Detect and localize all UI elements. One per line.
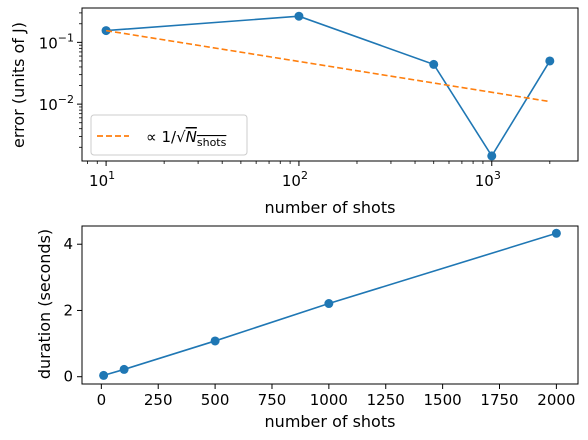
- data-point-t0-1: [294, 11, 304, 21]
- legend: ∝ 1/√Nshots: [90, 114, 248, 156]
- duration-chart-frame: [81, 225, 579, 385]
- duration-chart-x-ticks: 0 250 500 750 1000 1250 1500 1750 2000: [97, 384, 575, 409]
- x-tick-label-0: 0: [97, 391, 107, 409]
- x-tick-label-6: 1500: [424, 391, 462, 409]
- data-point-b0-0: [99, 370, 109, 380]
- data-point-b0-2: [210, 336, 220, 346]
- x-tick-label-0: 101: [89, 169, 115, 190]
- data-point-t0-4: [545, 56, 555, 66]
- legend-label-sub: shots: [197, 136, 227, 149]
- duration-chart-y-label: duration (seconds): [35, 229, 54, 379]
- data-point-b0-3: [324, 299, 334, 309]
- duration-chart-y-ticks: 0 2 4: [63, 235, 82, 386]
- error-chart-marks: [101, 11, 555, 161]
- x-tick-label-4: 1000: [310, 391, 348, 409]
- x-tick-label-2: 103: [475, 169, 501, 190]
- duration-chart: 0 250 500 750 1000 1250 1500 1750 2000 0 2 4 numbe…: [35, 225, 579, 431]
- error-chart: 101 102 103 10−1 10−2 number of shots error…: [9, 7, 579, 217]
- data-point-b0-4: [551, 228, 561, 238]
- data-point-b0-1: [119, 364, 129, 374]
- error-chart-y-ticks: 10−1 10−2: [39, 12, 82, 148]
- y-tick-label-1: 10−2: [39, 93, 74, 114]
- legend-box: [90, 114, 248, 156]
- duration-chart-marks: [99, 228, 561, 380]
- error-chart-x-ticks: 101 102 103: [87, 161, 551, 190]
- legend-label-var: N: [186, 128, 197, 146]
- x-tick-label-7: 1750: [480, 391, 518, 409]
- data-point-t0-3: [487, 151, 497, 161]
- y-tick-label-0: 0: [63, 368, 73, 386]
- error-chart-frame: [81, 7, 579, 162]
- legend-label-prefix: ∝ 1/√: [146, 128, 186, 146]
- error-chart-x-label: number of shots: [265, 198, 396, 217]
- data-point-t0-2: [429, 59, 439, 69]
- y-tick-label-2: 4: [63, 235, 73, 253]
- series-line-t1: [105, 29, 550, 103]
- duration-chart-x-label: number of shots: [265, 412, 396, 431]
- x-tick-label-8: 2000: [537, 391, 575, 409]
- x-tick-label-5: 1250: [367, 391, 405, 409]
- y-tick-label-0: 10−1: [39, 31, 74, 52]
- legend-label: ∝ 1/√Nshots: [146, 128, 227, 149]
- x-tick-label-1: 102: [282, 169, 308, 190]
- x-tick-label-2: 500: [201, 391, 230, 409]
- x-tick-label-3: 750: [258, 391, 287, 409]
- error-chart-y-label: error (units of J): [9, 22, 28, 148]
- x-tick-label-1: 250: [144, 391, 173, 409]
- y-tick-label-1: 2: [63, 301, 73, 319]
